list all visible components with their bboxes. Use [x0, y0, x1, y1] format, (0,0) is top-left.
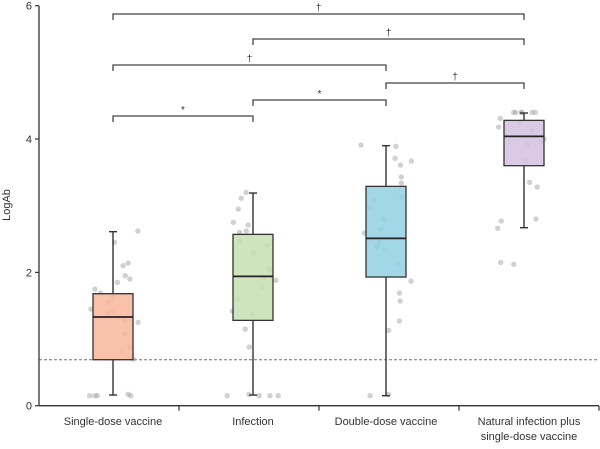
significance-label: †	[386, 28, 392, 39]
data-point	[396, 290, 403, 296]
data-point	[511, 261, 517, 268]
data-point	[367, 393, 373, 399]
data-point	[497, 115, 503, 122]
data-point	[358, 142, 364, 148]
box-2	[365, 185, 407, 278]
data-point	[94, 393, 101, 399]
data-point	[397, 162, 404, 168]
data-point	[120, 263, 126, 269]
data-point	[267, 393, 273, 399]
significance-label: *	[181, 105, 185, 116]
category-label: Natural infection plus	[478, 416, 581, 428]
significance-label: †	[247, 54, 253, 65]
data-point	[398, 174, 405, 180]
significance-bracket	[252, 99, 387, 106]
data-point	[230, 219, 237, 226]
y-tick-label: 4	[26, 134, 32, 146]
data-point	[235, 206, 241, 212]
data-point	[526, 179, 533, 186]
data-point	[128, 393, 134, 399]
data-point	[495, 225, 501, 232]
significance-label: †	[316, 3, 322, 14]
data-point	[256, 393, 262, 399]
data-point	[396, 318, 403, 324]
data-point	[529, 109, 535, 116]
category-label: Single-dose vaccine	[64, 416, 162, 428]
data-point	[534, 184, 540, 190]
data-point	[408, 158, 415, 164]
data-point	[224, 393, 230, 399]
data-point	[238, 195, 244, 202]
box-3	[503, 119, 545, 167]
data-point	[125, 260, 131, 266]
data-point	[245, 222, 251, 228]
data-point	[135, 228, 141, 234]
significance-label: †	[452, 72, 458, 83]
box-1	[232, 233, 274, 322]
significance-bracket	[252, 38, 525, 45]
data-point	[243, 189, 249, 196]
significance-bracket	[385, 82, 525, 89]
data-point	[495, 124, 502, 130]
data-point	[242, 326, 248, 332]
y-tick-label: 2	[26, 267, 32, 279]
data-point	[498, 218, 504, 224]
significance-bracket	[112, 13, 525, 20]
data-point	[125, 391, 131, 398]
y-tick-label: 0	[26, 401, 32, 413]
data-point	[392, 155, 398, 162]
data-point	[510, 109, 517, 116]
data-point	[86, 393, 93, 399]
data-point	[397, 298, 403, 304]
data-point	[127, 276, 133, 282]
data-point	[275, 393, 281, 399]
data-point	[533, 216, 539, 222]
data-point	[408, 278, 414, 284]
data-point	[114, 279, 121, 286]
category-label: Infection	[232, 416, 274, 428]
significance-bracket	[112, 115, 254, 122]
data-point	[497, 259, 504, 266]
y-axis-label: LogAb	[1, 189, 13, 221]
data-point	[393, 143, 399, 150]
significance-label: *	[318, 89, 322, 100]
data-point	[386, 327, 392, 334]
data-point	[92, 393, 98, 399]
category-label: single-dose vaccine	[481, 431, 578, 443]
data-point	[532, 109, 539, 116]
data-point	[135, 319, 141, 326]
data-point	[398, 180, 404, 186]
data-point	[246, 344, 253, 350]
category-label: Double-dose vaccine	[335, 416, 438, 428]
data-point	[273, 277, 279, 284]
data-point	[88, 306, 94, 312]
y-tick-label: 6	[26, 1, 32, 13]
data-point	[92, 286, 98, 292]
data-point	[512, 109, 519, 116]
box-0	[92, 293, 134, 361]
data-point	[122, 273, 128, 279]
data-point	[243, 228, 250, 234]
significance-bracket	[112, 64, 387, 71]
